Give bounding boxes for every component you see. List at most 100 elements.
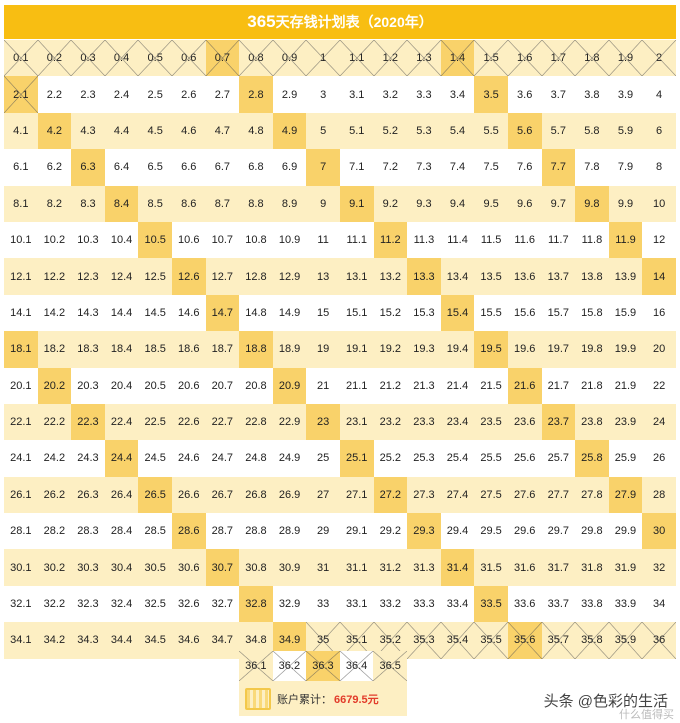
day-cell[interactable]: 30.3 [77, 561, 99, 574]
day-cell[interactable]: 20.1 [10, 379, 32, 392]
day-cell[interactable]: 3.6 [517, 88, 533, 101]
day-cell[interactable]: 35.9 [608, 622, 643, 660]
day-cell[interactable]: 14.9 [278, 306, 301, 319]
day-cell[interactable]: 2.2 [46, 88, 63, 101]
day-cell[interactable]: 18.3 [77, 343, 99, 356]
day-cell[interactable]: 26.7 [211, 488, 234, 501]
day-cell[interactable]: 18.8 [239, 331, 273, 368]
day-cell[interactable]: 21.8 [581, 379, 603, 392]
day-cell[interactable]: 9.3 [416, 197, 432, 210]
day-cell[interactable]: 14.4 [110, 306, 133, 319]
day-cell[interactable]: 3.9 [617, 88, 634, 101]
day-cell[interactable]: 6.3 [71, 149, 105, 186]
day-cell[interactable]: 3.5 [474, 76, 508, 113]
day-cell[interactable]: 5.6 [507, 112, 542, 150]
day-cell[interactable]: 26.4 [110, 488, 133, 501]
day-cell[interactable]: 11.4 [447, 234, 468, 247]
day-cell[interactable]: 12.1 [10, 270, 32, 283]
day-cell[interactable]: 30.5 [144, 561, 166, 574]
day-cell[interactable]: 5 [320, 124, 327, 137]
day-cell[interactable]: 7.4 [449, 161, 466, 174]
day-cell[interactable]: 19.6 [513, 343, 536, 356]
day-cell[interactable]: 1.8 [575, 40, 609, 77]
day-cell[interactable]: 36.2 [272, 651, 307, 681]
day-cell[interactable]: 18.6 [178, 343, 200, 356]
day-cell[interactable]: 10.9 [278, 234, 301, 247]
day-cell[interactable]: 12.4 [110, 270, 133, 283]
day-cell[interactable]: 4.9 [272, 112, 307, 150]
day-cell[interactable]: 35.7 [541, 622, 576, 660]
day-cell[interactable]: 31.6 [513, 561, 536, 574]
day-cell[interactable]: 13.9 [614, 270, 637, 283]
day-cell[interactable]: 11.1 [346, 234, 368, 247]
day-cell[interactable]: 7.1 [349, 161, 365, 174]
day-cell[interactable]: 29 [317, 525, 330, 538]
day-cell[interactable]: 15.5 [480, 306, 502, 319]
day-cell[interactable]: 11.9 [608, 221, 643, 259]
day-cell[interactable]: 11 [317, 234, 329, 247]
day-cell[interactable]: 7.5 [483, 161, 499, 174]
day-cell[interactable]: 10.2 [43, 234, 66, 247]
day-cell[interactable]: 15.3 [413, 306, 435, 319]
day-cell[interactable]: 23.8 [581, 416, 603, 429]
day-cell[interactable]: 19.1 [346, 343, 368, 356]
day-cell[interactable]: 4 [656, 88, 663, 101]
day-cell[interactable]: 32.4 [110, 598, 133, 611]
day-cell[interactable]: 15.8 [581, 306, 603, 319]
day-cell[interactable]: 22.7 [211, 416, 234, 429]
day-cell[interactable]: 12.3 [77, 270, 99, 283]
day-cell[interactable]: 27.1 [346, 488, 368, 501]
day-cell[interactable]: 36.5 [373, 651, 407, 681]
day-cell[interactable]: 19.2 [379, 343, 402, 356]
day-cell[interactable]: 20.6 [178, 379, 200, 392]
day-cell[interactable]: 29.2 [379, 525, 402, 538]
day-cell[interactable]: 1.6 [507, 40, 542, 77]
day-cell[interactable]: 27.5 [480, 488, 502, 501]
day-cell[interactable]: 2.6 [181, 88, 197, 101]
day-cell[interactable]: 4.2 [37, 112, 72, 150]
day-cell[interactable]: 33.8 [581, 598, 603, 611]
day-cell[interactable]: 33.1 [346, 598, 368, 611]
day-cell[interactable]: 27.9 [608, 476, 643, 514]
day-cell[interactable]: 6.6 [181, 161, 197, 174]
day-cell[interactable]: 14.1 [10, 306, 32, 319]
day-cell[interactable]: 30.4 [110, 561, 133, 574]
day-cell[interactable]: 33.6 [513, 598, 536, 611]
day-cell[interactable]: 13.5 [480, 270, 502, 283]
day-cell[interactable]: 32.9 [278, 598, 301, 611]
day-cell[interactable]: 29.8 [581, 525, 603, 538]
day-cell[interactable]: 11.5 [480, 234, 502, 247]
day-cell[interactable]: 20.4 [110, 379, 133, 392]
day-cell[interactable]: 31.1 [346, 561, 368, 574]
day-cell[interactable]: 23.1 [346, 416, 368, 429]
day-cell[interactable]: 8.1 [13, 197, 29, 210]
day-cell[interactable]: 24.4 [104, 440, 139, 477]
day-cell[interactable]: 23.6 [513, 416, 536, 429]
day-cell[interactable]: 3.4 [449, 88, 466, 101]
day-cell[interactable]: 35.3 [407, 622, 441, 660]
day-cell[interactable]: 22 [652, 379, 666, 392]
day-cell[interactable]: 10.1 [10, 234, 32, 247]
day-cell[interactable]: 0.9 [272, 40, 307, 77]
day-cell[interactable]: 24.7 [211, 452, 234, 465]
day-cell[interactable]: 21.5 [480, 379, 502, 392]
day-cell[interactable]: 6.4 [113, 161, 130, 174]
day-cell[interactable]: 5.4 [449, 124, 466, 137]
day-cell[interactable]: 30 [642, 513, 676, 550]
day-cell[interactable]: 20.5 [144, 379, 166, 392]
day-cell[interactable]: 34.8 [245, 634, 267, 647]
day-cell[interactable]: 4.8 [248, 124, 264, 137]
day-cell[interactable]: 25.9 [614, 452, 637, 465]
day-cell[interactable]: 7.3 [416, 161, 432, 174]
day-cell[interactable]: 21.3 [413, 379, 435, 392]
day-cell[interactable]: 8.6 [181, 197, 197, 210]
day-cell[interactable]: 19.5 [474, 331, 508, 368]
day-cell[interactable]: 33.9 [614, 598, 637, 611]
day-cell[interactable]: 5.8 [584, 124, 600, 137]
day-cell[interactable]: 4.4 [113, 124, 130, 137]
day-cell[interactable]: 22.4 [110, 416, 133, 429]
day-cell[interactable]: 14.3 [77, 306, 99, 319]
day-cell[interactable]: 4.7 [214, 124, 230, 137]
day-cell[interactable]: 24 [652, 416, 666, 429]
day-cell[interactable]: 1.3 [407, 40, 441, 77]
